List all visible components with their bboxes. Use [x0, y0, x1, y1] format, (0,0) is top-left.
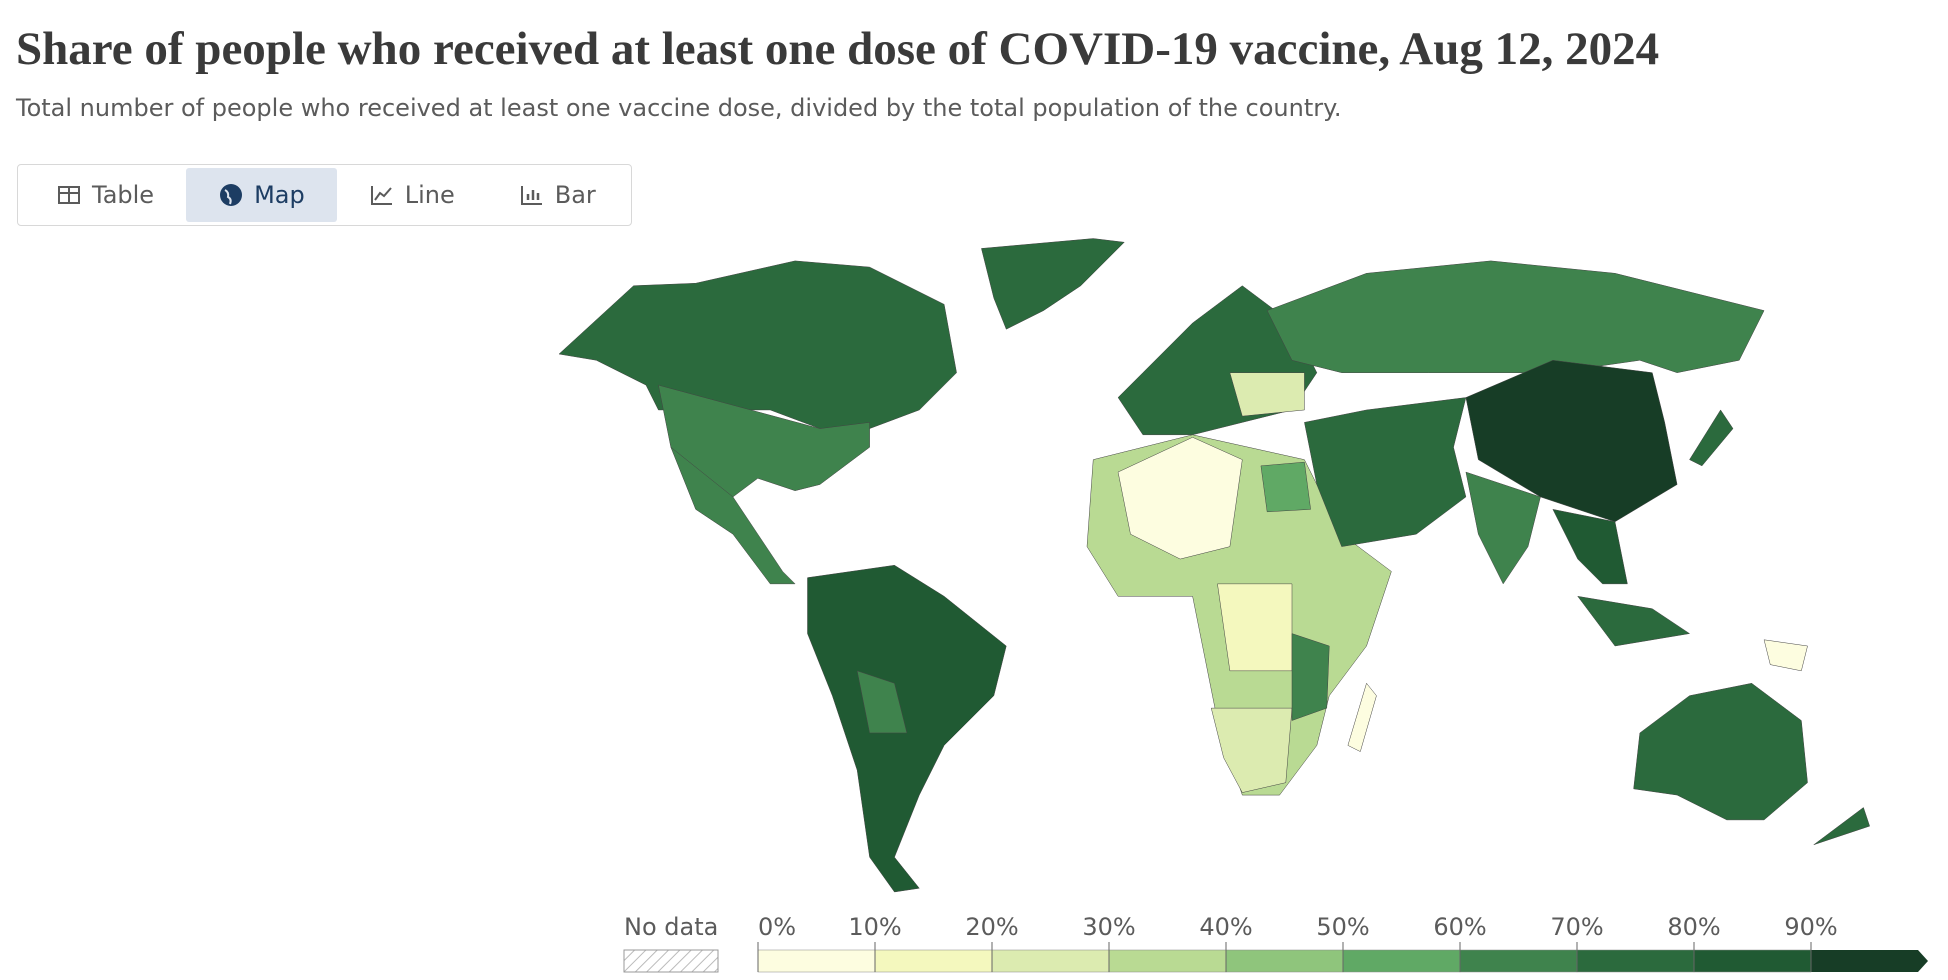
tab-icon: [370, 186, 392, 205]
legend-tick-label: 50%: [1316, 913, 1369, 941]
tab-label: Bar: [554, 181, 596, 209]
tab[interactable]: Table: [24, 168, 186, 222]
legend-bin: [1693, 949, 1812, 973]
legend-bin: [757, 949, 876, 973]
legend-bin: [1459, 949, 1578, 973]
title: Share of people who received at least on…: [16, 23, 1660, 75]
land: [1633, 682, 1808, 821]
land: [1260, 461, 1311, 513]
legend-bin: [1342, 949, 1461, 973]
tab-label: Table: [92, 181, 155, 209]
legend-tick-label: 20%: [965, 913, 1018, 941]
no-data-label: No data: [624, 913, 718, 941]
legend-bin: [991, 949, 1110, 973]
land: [1689, 409, 1734, 467]
land: [1465, 471, 1541, 585]
land: [670, 446, 796, 585]
land: [1465, 360, 1678, 523]
tab-label: Map: [254, 181, 305, 209]
land: [1210, 707, 1293, 793]
no-data-swatch: [623, 949, 719, 973]
legend-tick-label: 10%: [848, 913, 901, 941]
land: [1266, 260, 1765, 373]
land: [807, 564, 1007, 893]
legend-tick-label: 70%: [1550, 913, 1603, 941]
land: [1347, 682, 1377, 752]
tab[interactable]: Line: [337, 168, 487, 222]
land: [1577, 595, 1691, 647]
world-map: [558, 238, 1870, 893]
land: [1117, 437, 1243, 560]
tab-bar: Table Map Line Bar: [17, 164, 632, 226]
legend-tick-label: 80%: [1667, 913, 1720, 941]
land: [1304, 397, 1467, 547]
land: [856, 670, 908, 734]
legend-bin: [1811, 950, 1928, 972]
land: [1552, 508, 1628, 585]
land: [1813, 807, 1870, 845]
legend-bin: [1576, 949, 1695, 973]
land: [558, 260, 957, 429]
land: [1229, 372, 1305, 417]
legend-bin: [874, 949, 993, 973]
tab-label: Line: [404, 181, 455, 209]
legend-tick-label: 0%: [758, 913, 796, 941]
legend-bin: [1108, 949, 1227, 973]
subtitle: Total number of people who received at l…: [16, 94, 1342, 122]
tab[interactable]: Bar: [487, 168, 628, 222]
legend-tick-label: 40%: [1199, 913, 1252, 941]
tab[interactable]: Map: [186, 168, 337, 222]
legend-tick-label: 90%: [1784, 913, 1837, 941]
land: [1763, 639, 1808, 672]
tab-icon: [58, 186, 80, 204]
land: [981, 238, 1125, 330]
tab-icon: [520, 186, 542, 205]
legend-tick-label: 30%: [1082, 913, 1135, 941]
legend-tick-label: 60%: [1433, 913, 1486, 941]
legend-bin: [1225, 949, 1344, 973]
tab-icon: [220, 184, 243, 206]
land: [1291, 633, 1330, 721]
